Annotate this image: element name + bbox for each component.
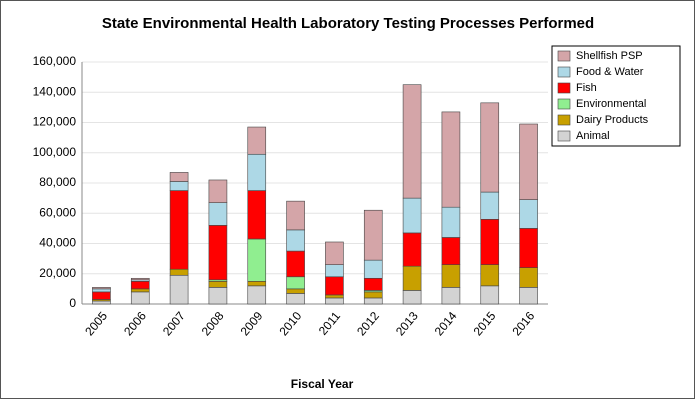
bar-segment [325,297,344,305]
bar-segment [480,264,500,287]
bar-segment [208,225,228,281]
legend-swatch [557,114,571,126]
bar-segment [247,126,267,155]
bar-segment [519,228,538,269]
bar-segment [441,206,461,238]
bar-segment [480,285,500,305]
bar-segment [169,190,189,270]
bar-segment [247,285,267,305]
y-tick-label: 40,000 [39,236,76,250]
bar-segment [208,202,228,226]
bar-segment [169,172,189,182]
bar-segment [402,290,422,305]
legend-label: Fish [576,82,597,94]
bar-segment [286,200,305,231]
bar-segment [325,294,344,299]
bar-segment [325,241,344,265]
bar-segment [92,287,111,290]
y-tick-label: 20,000 [39,266,76,280]
bar-segment [92,291,111,300]
legend-swatch [557,82,571,94]
bar-segment [286,250,305,278]
bar-segment [208,287,228,305]
bar-segment [363,291,383,299]
y-tick-label: 120,000 [33,115,77,129]
bar-segment [286,293,305,305]
bar-segment [480,102,500,193]
bar-segment [441,237,461,265]
bar-segment [441,111,461,208]
bar-segment [402,84,422,199]
legend-swatch [557,98,571,110]
bar-segment [480,219,500,265]
legend-swatch [557,130,571,142]
y-tick-label: 0 [69,296,76,310]
bar-segment [130,277,150,281]
bar-segment [363,297,383,305]
bar-segment [402,197,422,234]
legend-label: Dairy Products [576,114,649,126]
bar-segment [92,300,111,305]
bar-segment [130,288,150,293]
bar-segment [247,153,267,191]
bar-segment [363,259,383,279]
x-axis-title: Fiscal Year [291,377,354,391]
y-tick-label: 80,000 [39,175,76,189]
y-tick-label: 60,000 [39,205,76,219]
bar-segment [169,181,189,191]
bar-segment [130,281,150,290]
bar-segment [208,281,228,288]
legend-label: Shellfish PSP [576,50,643,62]
legend-box [551,45,681,147]
bar-segment [441,264,461,288]
bar-segment [519,287,538,305]
legend-label: Food & Water [576,66,644,78]
legend-swatch [557,50,571,62]
bar-segment [325,264,344,278]
bar-segment [169,268,189,276]
bar-segment [247,281,267,287]
bar-segment [247,238,267,282]
bar-segment [92,288,111,293]
legend-label: Environmental [576,98,646,110]
bar-segment [130,291,150,305]
bar-segment [286,276,305,290]
legend-swatch [557,66,571,78]
bar-segment [519,267,538,288]
y-tick-label: 160,000 [33,54,77,68]
bar-segment [286,288,305,294]
legend-label: Animal [576,130,610,142]
bar-segment [363,209,383,261]
bar-segment [402,265,422,291]
chart-title: State Environmental Health Laboratory Te… [102,15,594,32]
bar-segment [441,287,461,305]
bar-segment [480,191,500,220]
bar-segment [286,229,305,252]
bar-segment [519,199,538,229]
bar-segment [402,232,422,267]
bar-segment [363,277,383,291]
y-tick-label: 100,000 [33,145,77,159]
bar-segment [169,274,189,305]
bar-segment [208,179,228,203]
bar-segment [325,276,344,296]
bar-segment [519,123,538,200]
y-tick-label: 140,000 [33,84,77,98]
bar-segment [247,190,267,240]
